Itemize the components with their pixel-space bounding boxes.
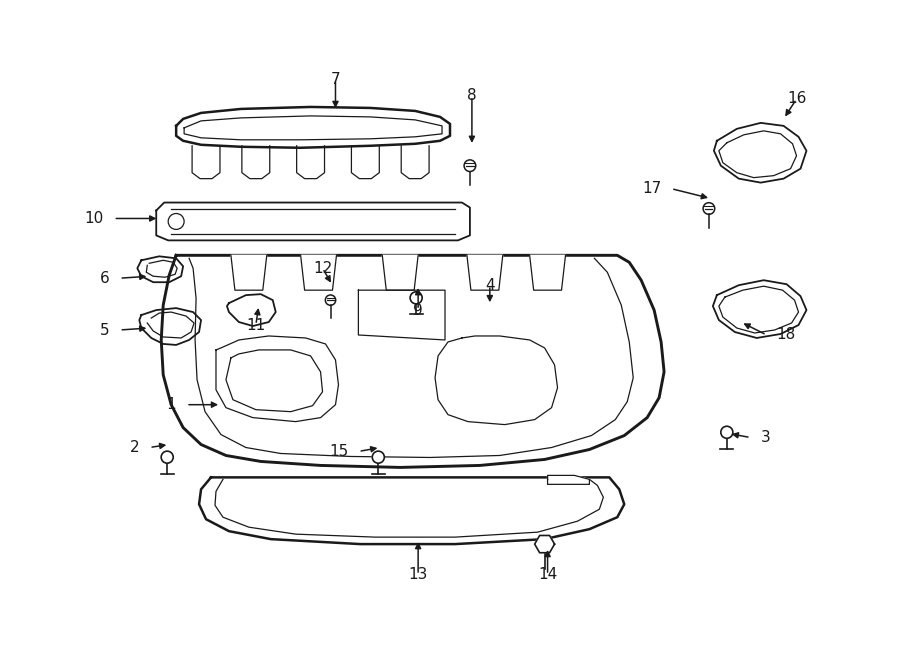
Polygon shape bbox=[138, 256, 183, 282]
Circle shape bbox=[721, 426, 733, 438]
Text: 2: 2 bbox=[130, 440, 140, 455]
Polygon shape bbox=[467, 255, 503, 290]
Text: 12: 12 bbox=[313, 260, 332, 276]
Text: 13: 13 bbox=[409, 567, 428, 582]
Polygon shape bbox=[216, 336, 338, 422]
Text: 14: 14 bbox=[538, 567, 557, 582]
Polygon shape bbox=[199, 477, 625, 544]
Polygon shape bbox=[157, 202, 470, 241]
Circle shape bbox=[703, 203, 715, 214]
Text: 9: 9 bbox=[413, 303, 423, 317]
Polygon shape bbox=[401, 146, 429, 178]
Text: 15: 15 bbox=[329, 444, 348, 459]
Polygon shape bbox=[192, 146, 220, 178]
Polygon shape bbox=[714, 123, 806, 182]
Polygon shape bbox=[547, 475, 590, 485]
Text: 5: 5 bbox=[100, 323, 110, 338]
Text: 18: 18 bbox=[777, 327, 796, 342]
Circle shape bbox=[161, 451, 173, 463]
Polygon shape bbox=[301, 255, 337, 290]
Text: 4: 4 bbox=[485, 278, 495, 293]
Polygon shape bbox=[297, 146, 325, 178]
Text: 6: 6 bbox=[100, 271, 110, 286]
Polygon shape bbox=[176, 107, 450, 148]
Text: 1: 1 bbox=[166, 397, 176, 412]
Polygon shape bbox=[351, 146, 379, 178]
Circle shape bbox=[410, 292, 422, 304]
Polygon shape bbox=[535, 535, 554, 553]
Text: 11: 11 bbox=[247, 317, 266, 332]
Circle shape bbox=[464, 160, 476, 171]
Text: 3: 3 bbox=[760, 430, 770, 445]
Circle shape bbox=[373, 451, 384, 463]
Polygon shape bbox=[358, 290, 445, 340]
Polygon shape bbox=[382, 255, 418, 290]
Polygon shape bbox=[435, 336, 557, 424]
Polygon shape bbox=[227, 294, 275, 326]
Polygon shape bbox=[242, 146, 270, 178]
Polygon shape bbox=[161, 255, 664, 467]
Polygon shape bbox=[713, 280, 806, 338]
Polygon shape bbox=[530, 255, 565, 290]
Text: 8: 8 bbox=[467, 89, 477, 104]
Text: 17: 17 bbox=[642, 181, 662, 196]
Text: 16: 16 bbox=[787, 91, 806, 106]
Circle shape bbox=[325, 295, 336, 305]
Polygon shape bbox=[231, 255, 266, 290]
Text: 10: 10 bbox=[85, 211, 104, 226]
Polygon shape bbox=[140, 308, 201, 345]
Text: 7: 7 bbox=[330, 71, 340, 87]
